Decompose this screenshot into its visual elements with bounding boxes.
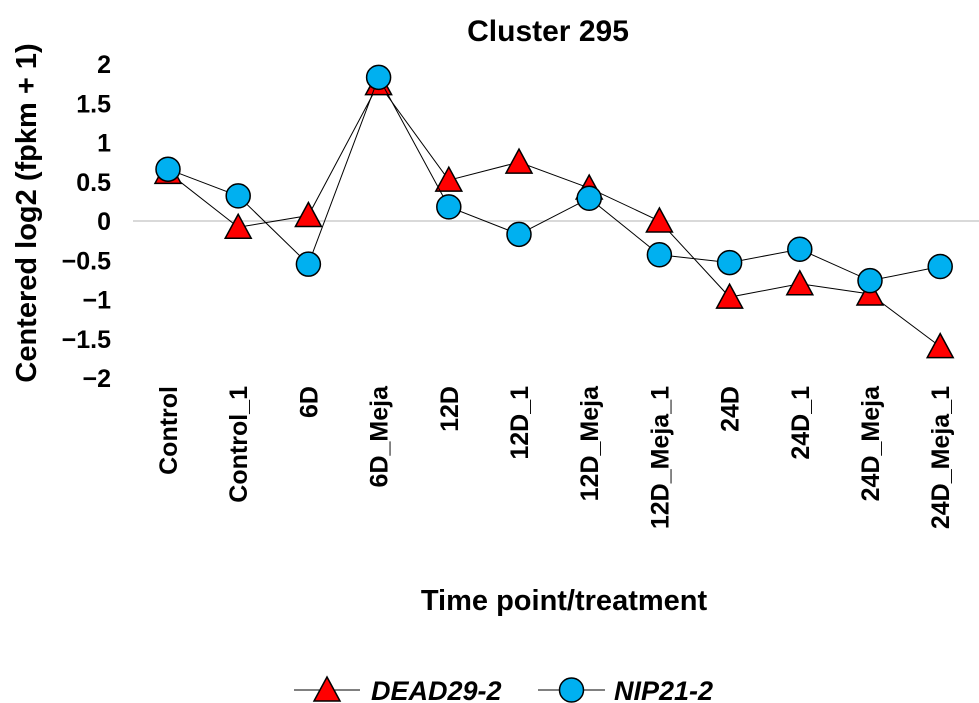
legend-label: NIP21-2 bbox=[614, 676, 713, 703]
y-tick-label: −1 bbox=[82, 287, 111, 315]
data-point bbox=[925, 332, 955, 359]
y-tick-label: −0.5 bbox=[62, 247, 111, 275]
chart-title: Cluster 295 bbox=[467, 15, 629, 48]
y-axis-title: Centered log2 (fpkm + 1) bbox=[11, 43, 43, 382]
data-point bbox=[506, 221, 532, 248]
y-tick-label: −1.5 bbox=[62, 326, 111, 354]
data-point bbox=[365, 64, 392, 91]
legend-marker bbox=[312, 675, 342, 702]
x-tick-label: 24D bbox=[717, 386, 745, 432]
series-line bbox=[167, 82, 941, 348]
data-point bbox=[294, 200, 323, 228]
y-tick-label: 1 bbox=[97, 130, 111, 158]
y-tick-label: 0.5 bbox=[76, 169, 111, 197]
x-tick-label: Control_1 bbox=[225, 386, 253, 503]
x-tick-label: Control bbox=[155, 386, 183, 475]
series-layer bbox=[153, 64, 955, 359]
data-point bbox=[645, 206, 674, 233]
legend-item: DEAD29-2 bbox=[294, 675, 502, 703]
legend-item: NIP21-2 bbox=[538, 676, 713, 703]
data-point bbox=[715, 282, 744, 309]
series-line bbox=[167, 76, 941, 282]
x-axis-ticks: Control Control_1 6D 6D_Meja 12D 12D_1 12D_Mej… bbox=[155, 385, 955, 529]
y-axis-ticks: 2 1.5 1 0.5 0 −0.5 −1 −1.5 −2 bbox=[62, 51, 111, 393]
data-point bbox=[857, 267, 883, 294]
data-point bbox=[927, 253, 953, 280]
x-tick-label: 24D_1 bbox=[787, 386, 815, 460]
data-point bbox=[576, 185, 602, 211]
y-tick-label: 1.5 bbox=[76, 90, 111, 118]
x-tick-label: 24D_Meja_1 bbox=[927, 386, 955, 529]
legend: DEAD29-2 NIP21-2 bbox=[294, 675, 713, 703]
data-point bbox=[223, 212, 253, 240]
data-point bbox=[716, 249, 743, 276]
data-point bbox=[785, 269, 815, 296]
data-point bbox=[434, 165, 464, 192]
data-point bbox=[787, 236, 813, 263]
data-point bbox=[436, 194, 462, 220]
y-tick-label: 0 bbox=[97, 208, 111, 236]
x-tick-label: 12D_Meja_1 bbox=[646, 386, 674, 529]
legend-label: DEAD29-2 bbox=[371, 676, 502, 703]
x-tick-label: 12D bbox=[436, 386, 464, 432]
data-point bbox=[225, 183, 251, 209]
data-point bbox=[295, 251, 322, 277]
series-DEAD29-2 bbox=[153, 69, 955, 359]
data-point bbox=[155, 156, 181, 182]
x-tick-label: 6D_Meja bbox=[366, 385, 394, 488]
x-tick-label: 24D_Meja bbox=[857, 385, 885, 501]
x-tick-label: 6D bbox=[295, 386, 323, 418]
data-point bbox=[504, 147, 534, 174]
legend-marker bbox=[558, 677, 585, 703]
x-tick-label: 12D_1 bbox=[506, 386, 534, 460]
y-tick-label: −2 bbox=[82, 365, 111, 393]
x-tick-label: 12D_Meja bbox=[576, 385, 604, 501]
series-NIP21-2 bbox=[155, 64, 953, 294]
data-point bbox=[646, 242, 673, 268]
y-tick-label: 2 bbox=[97, 51, 111, 79]
x-axis-title: Time point/treatment bbox=[421, 585, 708, 617]
